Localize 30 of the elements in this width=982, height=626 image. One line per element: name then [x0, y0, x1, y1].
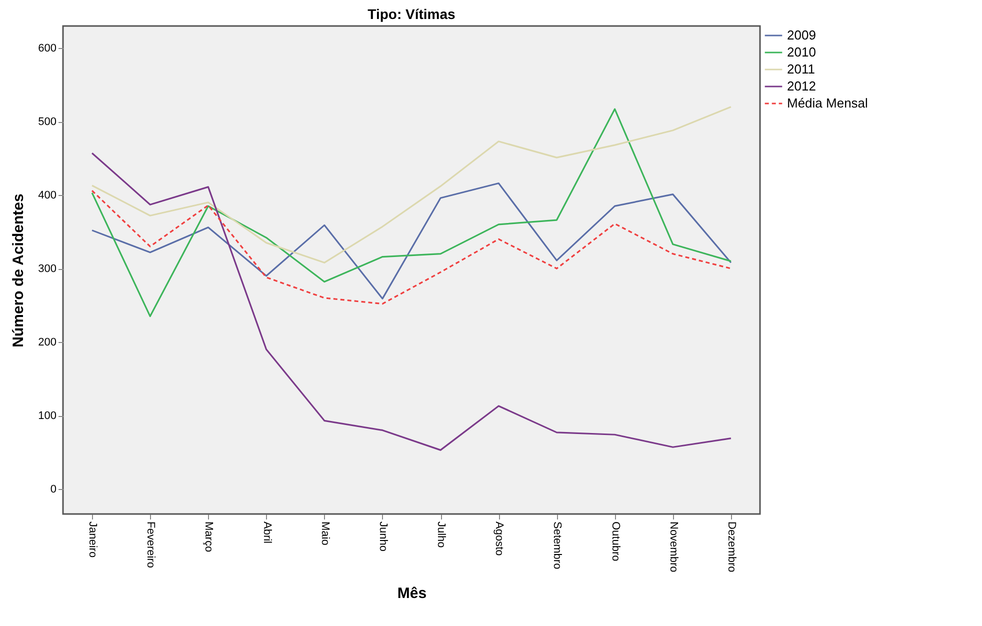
- y-axis-title: Número de Acidentes: [10, 194, 28, 348]
- legend-label: Média Mensal: [787, 96, 868, 110]
- y-tick-label: 100: [38, 410, 56, 422]
- x-axis-title: Mês: [397, 585, 427, 602]
- y-tick-label: 400: [38, 190, 56, 202]
- x-tick-label: Maio: [318, 522, 331, 546]
- x-tick-label: Agosto: [493, 522, 506, 556]
- y-tick-label: 200: [38, 336, 56, 349]
- x-tick-label: Janeiro: [86, 522, 99, 558]
- x-tick-label: Junho: [376, 522, 389, 552]
- x-tick-label: Fevereiro: [144, 522, 157, 568]
- y-tick-label: 500: [38, 116, 56, 128]
- x-tick-label: Setembro: [551, 522, 564, 570]
- legend-label: 2011: [787, 62, 815, 76]
- line-series: [91, 106, 732, 264]
- legend-label: 2012: [787, 78, 816, 94]
- legend-label: 2010: [787, 44, 816, 60]
- y-tick-label: 300: [38, 263, 56, 276]
- y-tick-label: 0: [50, 484, 56, 496]
- line-series: [91, 152, 732, 451]
- y-tick-label: 600: [38, 42, 56, 55]
- x-tick-label: Abril: [260, 522, 273, 544]
- legend-label: 2009: [787, 28, 816, 42]
- x-tick-label: Julho: [435, 522, 448, 548]
- chart-title: Tipo: Vítimas: [368, 6, 456, 22]
- x-tick-label: Março: [202, 522, 215, 552]
- x-tick-label: Dezembro: [725, 522, 738, 572]
- x-tick-label: Novembro: [667, 522, 680, 572]
- line-series: [91, 108, 732, 318]
- x-tick-label: Outubro: [609, 522, 622, 562]
